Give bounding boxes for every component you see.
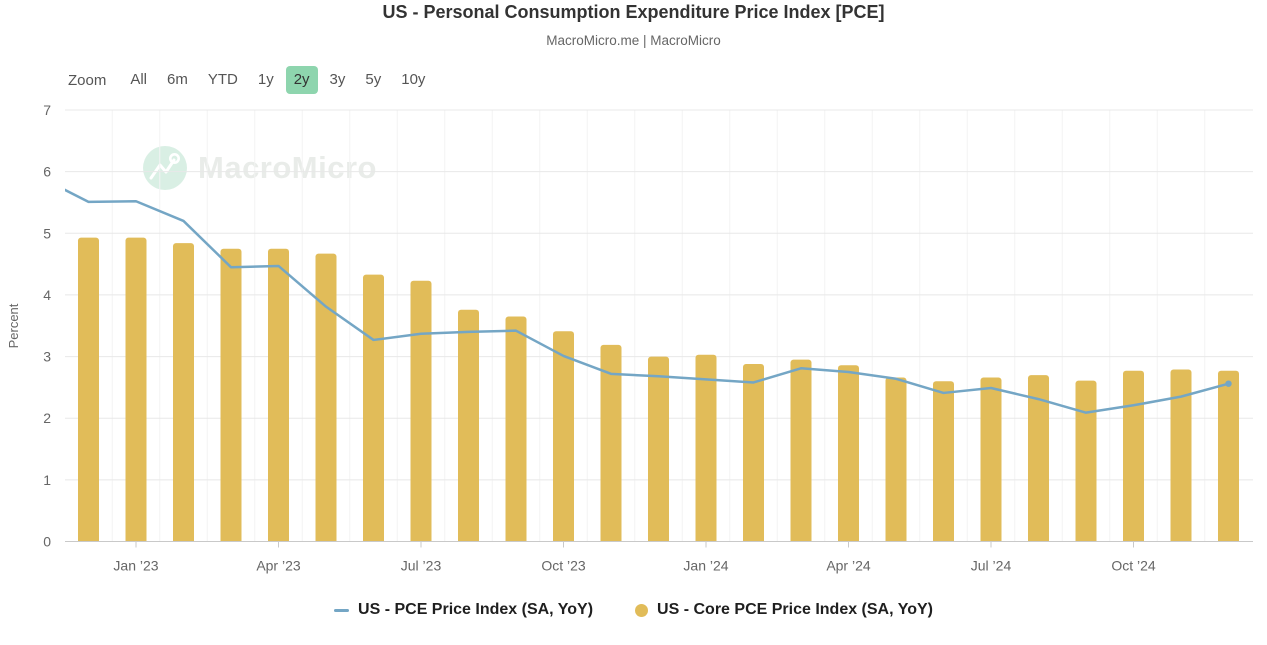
core-pce-bar[interactable] [600, 344, 622, 546]
core-pce-bar[interactable] [1075, 380, 1097, 546]
range-button-6m[interactable]: 6m [159, 66, 196, 94]
core-pce-bar[interactable] [885, 377, 907, 546]
range-button-3y[interactable]: 3y [322, 66, 354, 94]
core-pce-bar[interactable] [125, 237, 147, 546]
core-pce-bar[interactable] [695, 354, 717, 546]
range-button-10y[interactable]: 10y [393, 66, 433, 94]
svg-text:6: 6 [43, 164, 51, 180]
core-pce-bar[interactable] [790, 359, 812, 546]
core-pce-bar-series[interactable] [78, 237, 1239, 546]
watermark-text: MacroMicro [198, 150, 377, 185]
range-button-ytd[interactable]: YTD [200, 66, 246, 94]
core-pce-bar[interactable] [838, 365, 859, 545]
core-pce-bar[interactable] [743, 363, 764, 546]
legend-label-core-pce: US - Core PCE Price Index (SA, YoY) [657, 601, 933, 618]
pce-line-series[interactable] [41, 178, 1232, 414]
svg-text:Apr ’24: Apr ’24 [826, 558, 871, 574]
core-pce-bar[interactable] [1218, 370, 1239, 546]
core-pce-bar[interactable] [933, 381, 954, 545]
x-axis-ticks [135, 541, 1134, 548]
x-gridlines [111, 110, 1206, 542]
svg-text:Jan ’23: Jan ’23 [113, 558, 158, 574]
zoom-label: Zoom [68, 71, 107, 89]
svg-text:3: 3 [43, 349, 51, 365]
macromicro-watermark: MacroMicro [142, 145, 377, 191]
chart-subtitle: MacroMicro.me | MacroMicro [546, 33, 721, 48]
core-pce-bar[interactable] [1028, 375, 1049, 545]
chart-title: US - Personal Consumption Expenditure Pr… [382, 2, 885, 22]
svg-text:4: 4 [43, 287, 51, 303]
core-pce-bar[interactable] [553, 331, 574, 545]
core-pce-bar[interactable] [410, 280, 432, 546]
core-pce-bar[interactable] [505, 316, 527, 546]
range-button-2y[interactable]: 2y [285, 66, 318, 94]
core-pce-bar[interactable] [1123, 370, 1144, 546]
y-axis-labels: 0 1 2 3 4 5 6 7 [43, 102, 51, 550]
core-pce-bar[interactable] [315, 253, 337, 546]
core-pce-bar[interactable] [1170, 369, 1192, 546]
svg-text:Jan ’24: Jan ’24 [683, 558, 728, 574]
svg-text:0: 0 [43, 534, 51, 550]
legend-label-pce: US - PCE Price Index (SA, YoY) [358, 601, 594, 618]
legend: US - PCE Price Index (SA, YoY) US - Core… [0, 601, 1267, 619]
legend-item-core-pce-bars[interactable]: US - Core PCE Price Index (SA, YoY) [635, 601, 933, 619]
svg-text:Oct ’24: Oct ’24 [1111, 558, 1156, 574]
svg-text:Oct ’23: Oct ’23 [541, 558, 586, 574]
line-series-marker-icon [334, 608, 350, 612]
svg-text:5: 5 [43, 225, 51, 241]
legend-item-pce-line[interactable]: US - PCE Price Index (SA, YoY) [334, 601, 593, 619]
range-button-5y[interactable]: 5y [357, 66, 389, 94]
core-pce-bar[interactable] [458, 309, 479, 546]
svg-text:Apr ’23: Apr ’23 [256, 558, 301, 574]
x-axis-labels: Jan ’23 Apr ’23 Jul ’23 Oct ’23 Jan ’24 Apr ’… [113, 558, 1155, 574]
svg-text:Jul ’24: Jul ’24 [971, 558, 1012, 574]
bar-series-marker-icon [635, 603, 649, 617]
pce-line-end-dot [1225, 380, 1232, 387]
core-pce-bar[interactable] [980, 377, 1002, 546]
core-pce-bar[interactable] [220, 248, 242, 546]
core-pce-bar[interactable] [648, 356, 669, 546]
core-pce-bar[interactable] [173, 243, 194, 545]
svg-text:7: 7 [43, 102, 51, 118]
core-pce-bar[interactable] [268, 248, 289, 546]
core-pce-bar[interactable] [363, 274, 384, 546]
svg-text:2: 2 [43, 410, 51, 426]
range-selector: Zoom All 6m YTD 1y 2y 3y 5y 10y [60, 66, 435, 94]
range-button-1y[interactable]: 1y [250, 66, 282, 94]
core-pce-bar[interactable] [78, 237, 99, 546]
svg-text:Jul ’23: Jul ’23 [401, 558, 442, 574]
y-axis-title: Percent [6, 303, 21, 348]
svg-text:1: 1 [43, 472, 51, 488]
range-button-all[interactable]: All [122, 66, 155, 94]
